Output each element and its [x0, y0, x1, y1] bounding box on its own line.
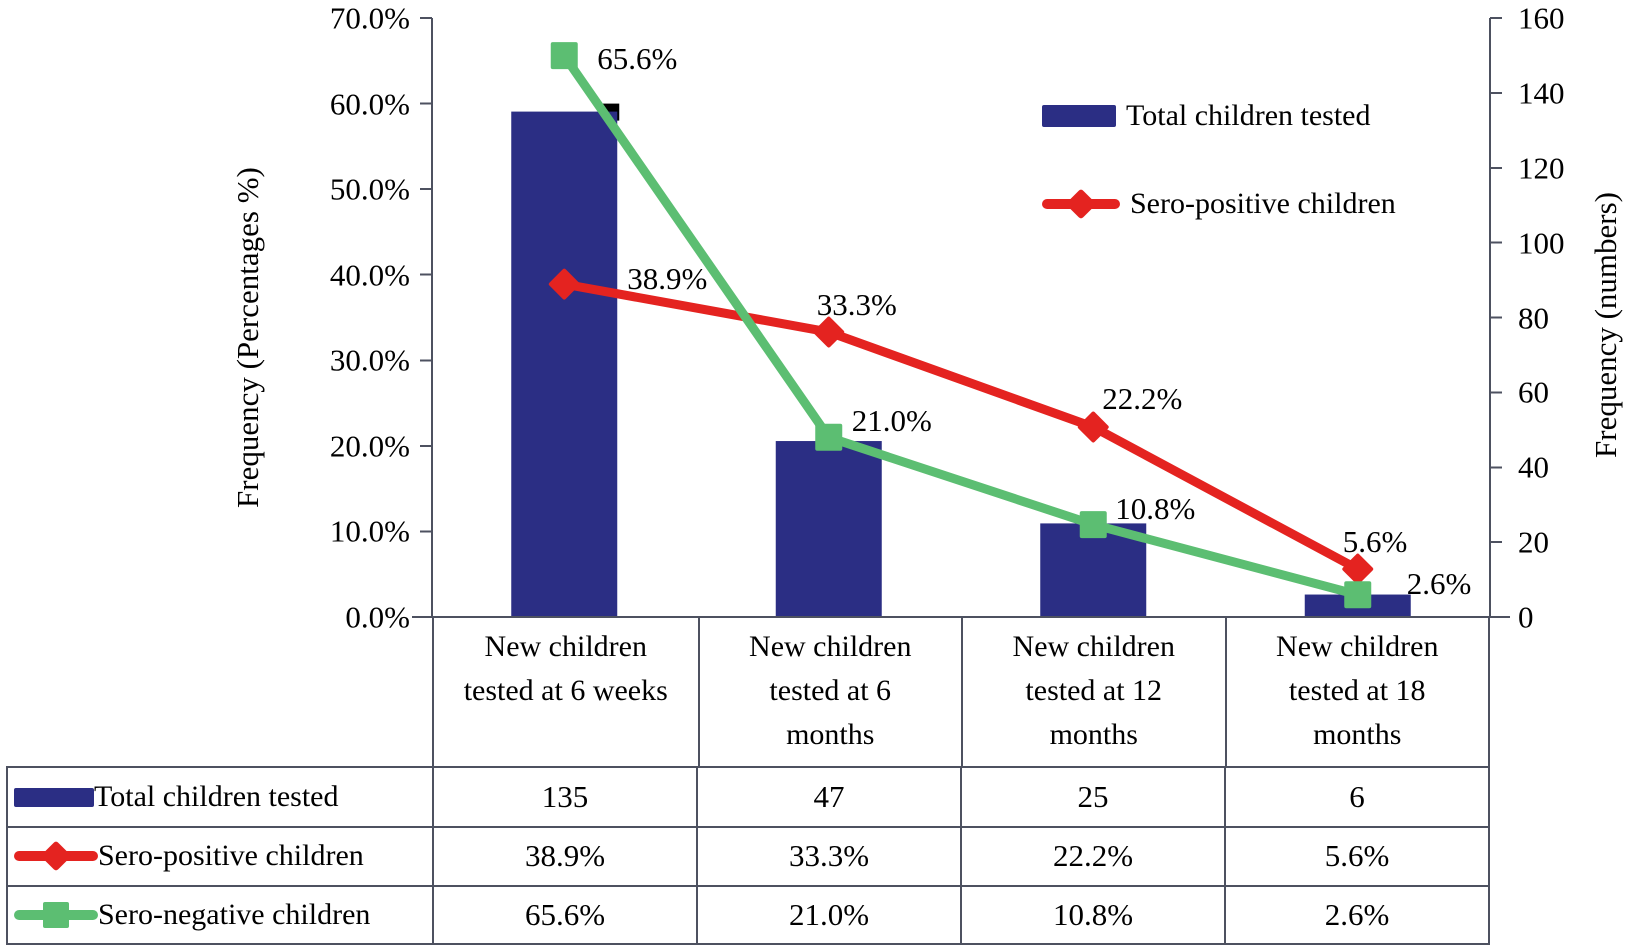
category-label: New children tested at 18 months: [1224, 617, 1489, 766]
category-label-text: New children tested at 6 weeks: [463, 630, 668, 707]
right-axis-tick-label: 40: [1518, 449, 1549, 485]
left-axis-tick-label: 40.0%: [329, 257, 410, 293]
point-data-label: 33.3%: [816, 287, 897, 323]
right-axis-tick-label: 80: [1518, 300, 1549, 335]
table-row-label-text: Total children tested: [94, 780, 339, 813]
diamond-marker: [813, 316, 845, 348]
right-axis-tick-label: 100: [1518, 225, 1565, 261]
right-axis-tick-label: 20: [1518, 524, 1549, 560]
table-cell: 2.6%: [1224, 884, 1488, 943]
table-cell: 10.8%: [960, 884, 1224, 943]
line-sero-positive-children: [563, 279, 1360, 574]
table-cell: 38.9%: [432, 826, 696, 885]
category-label: New children tested at 12 months: [961, 617, 1225, 766]
square-marker: [1079, 511, 1107, 539]
table-row-label: Sero-positive children: [8, 826, 432, 885]
bar-total-children-tested: [775, 441, 882, 617]
left-axis-tick-label: 0.0%: [345, 599, 410, 635]
category-axis: New children tested at 6 weeks New childr…: [432, 617, 1490, 766]
diamond-marker: [548, 268, 580, 300]
table-cell: 21.0%: [696, 884, 960, 943]
legend: Total children tested Sero-positive chil…: [1042, 96, 1396, 224]
category-label-text: New children tested at 18 months: [1276, 630, 1439, 751]
left-axis-title: Frequency (Percentages %): [230, 167, 265, 508]
right-axis-tick-label: 120: [1518, 150, 1565, 186]
left-axis-tick-label: 10.0%: [329, 513, 410, 549]
square-marker-icon: [43, 901, 69, 928]
table-cell: 135: [432, 768, 696, 826]
line-sero-negative-children: [560, 53, 1359, 600]
table-cell: 22.2%: [960, 826, 1224, 885]
bar-total-children-tested: [511, 111, 618, 617]
legend-entry-sero-positive: Sero-positive children: [1042, 184, 1396, 224]
square-marker: [815, 423, 843, 451]
data-table: Total children tested 135 47 25 6 Sero-positi…: [6, 766, 1490, 945]
category-label-text: New children tested at 6 months: [749, 630, 912, 751]
legend-entry-total-children: Total children tested: [1042, 96, 1396, 136]
legend-label: Total children tested: [1126, 99, 1371, 132]
diamond-marker: [1065, 188, 1097, 220]
point-data-label: 2.6%: [1406, 565, 1472, 601]
table-cell: 5.6%: [1224, 826, 1488, 885]
left-axis-tick-label: 60.0%: [329, 86, 410, 122]
table-row-label: Sero-negative children: [8, 884, 432, 944]
diamond-marker: [1342, 553, 1374, 585]
point-data-label: 5.6%: [1342, 524, 1408, 560]
table-row-label-text: Sero-positive children: [98, 839, 364, 873]
category-label: New children tested at 6 weeks: [434, 617, 698, 766]
left-axis-tick-label: 50.0%: [329, 171, 410, 207]
square-marker: [1344, 581, 1372, 609]
table-cell: 65.6%: [432, 884, 696, 943]
table-cell: 47: [696, 768, 960, 826]
legend-label: Sero-positive children: [1130, 187, 1396, 220]
point-data-label: 65.6%: [597, 40, 678, 76]
line-square-icon: [14, 897, 98, 933]
right-axis-tick-label: 0: [1518, 599, 1534, 635]
category-label-text: New children tested at 12 months: [1012, 630, 1175, 751]
category-label: New children tested at 6 months: [697, 617, 962, 766]
left-axis-tick-label: 70.0%: [329, 0, 410, 36]
table-cell: 25: [960, 768, 1224, 826]
table-cell: 33.3%: [696, 826, 960, 885]
bar-swatch-icon: [14, 787, 94, 807]
right-axis-tick-label: 60: [1518, 374, 1549, 410]
right-axis-tick-label: 140: [1518, 75, 1565, 111]
square-marker: [550, 42, 578, 70]
left-axis-tick-label: 20.0%: [329, 428, 410, 464]
point-data-label: 21.0%: [851, 403, 932, 439]
bar-total-children-tested: [1040, 523, 1147, 617]
diamond-marker: [1077, 411, 1109, 443]
point-data-label: 38.9%: [627, 261, 708, 297]
line-diamond-icon: [1042, 186, 1120, 222]
left-axis-tick-label: 30.0%: [329, 342, 410, 378]
table-row-label: Total children tested: [8, 768, 432, 826]
table-row-label-text: Sero-negative children: [98, 897, 371, 931]
table-cell: 6: [1224, 768, 1488, 826]
point-data-label: 22.2%: [1102, 381, 1183, 417]
diamond-marker-icon: [40, 840, 72, 872]
right-axis-tick-label: 160: [1518, 0, 1565, 36]
line-diamond-icon: [14, 838, 98, 874]
point-data-label: 10.8%: [1115, 490, 1196, 526]
right-axis-title: Frequency (numbers): [1588, 192, 1623, 458]
bar-swatch-icon: [1042, 105, 1116, 127]
